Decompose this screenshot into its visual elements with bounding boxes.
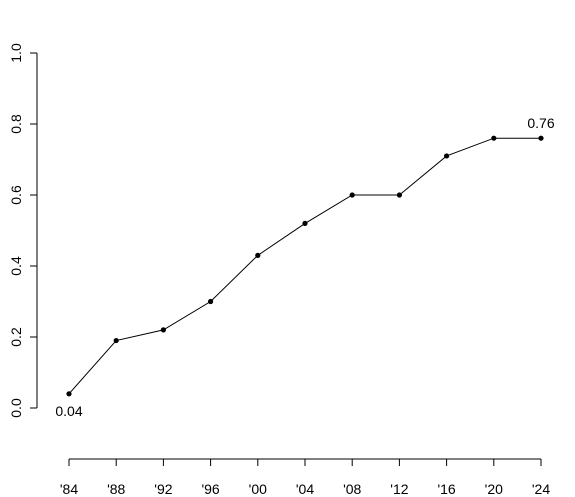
data-point <box>538 135 544 141</box>
x-tick-label: '20 <box>485 481 503 497</box>
data-label: 0.76 <box>527 115 554 131</box>
x-tick-label: '24 <box>532 481 550 497</box>
x-tick-label: '92 <box>154 481 172 497</box>
data-label: 0.04 <box>55 403 82 419</box>
data-point <box>444 153 450 159</box>
data-point <box>160 327 166 333</box>
x-tick-label: '88 <box>107 481 125 497</box>
data-point <box>491 135 497 141</box>
x-tick-label: '84 <box>60 481 78 497</box>
y-tick-label: 1.0 <box>8 43 24 63</box>
data-point <box>302 220 308 226</box>
x-tick-label: '04 <box>296 481 314 497</box>
series-line <box>68 137 541 395</box>
data-point <box>396 192 402 198</box>
x-tick-label: '00 <box>249 481 267 497</box>
y-axis: 0.0 0.2 0.4 0.6 0.8 1.0 <box>8 43 38 418</box>
y-tick-label: 0.2 <box>8 327 24 347</box>
data-point <box>208 298 214 305</box>
x-tick-label: '96 <box>201 481 219 497</box>
x-tick-label: '12 <box>390 481 408 497</box>
y-tick-label: 0.8 <box>8 114 24 134</box>
data-point <box>113 337 119 344</box>
x-tick-label: '08 <box>343 481 361 497</box>
y-tick-label: 0.6 <box>8 185 24 205</box>
y-tick-label: 0.0 <box>8 398 24 418</box>
data-point <box>66 391 72 397</box>
data-point <box>255 252 261 258</box>
data-point <box>349 192 355 198</box>
y-tick-label: 0.4 <box>8 256 24 276</box>
x-tick-label: '16 <box>437 481 455 497</box>
series-group <box>66 135 544 397</box>
x-axis: '84 '88 '92 '96 '00 '04 '08 '12 '16 '20 '24 <box>60 458 550 497</box>
data-labels: 0.04 0.76 <box>55 115 554 419</box>
